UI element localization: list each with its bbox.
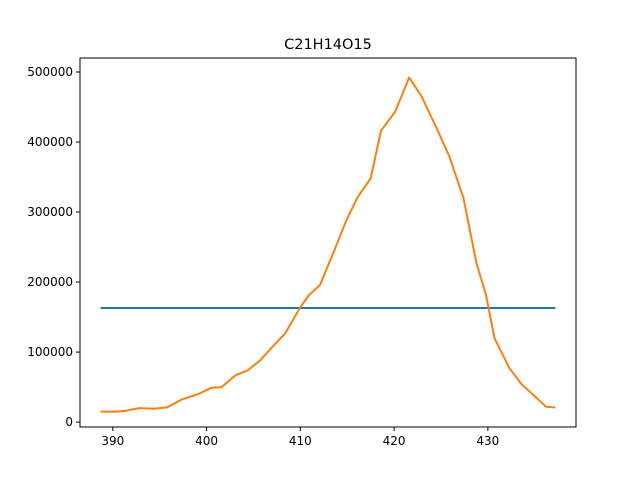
y-tick-label: 400000	[27, 135, 73, 149]
y-axis: 0 100000 200000 300000 400000 500000	[27, 65, 80, 429]
series-line-2	[100, 76, 556, 413]
x-tick-label: 390	[101, 434, 124, 448]
series-layer	[100, 76, 556, 413]
x-tick-label: 420	[383, 434, 406, 448]
y-tick-label: 300000	[27, 205, 73, 219]
x-tick-label: 430	[476, 434, 499, 448]
y-tick-label: 100000	[27, 345, 73, 359]
x-tick-label: 400	[195, 434, 218, 448]
y-tick-label: 200000	[27, 275, 73, 289]
x-tick-label: 410	[289, 434, 312, 448]
y-tick-label: 0	[65, 415, 73, 429]
y-tick-label: 500000	[27, 65, 73, 79]
chart-title: C21H14O15	[284, 37, 372, 53]
x-axis: 390 400 410 420 430	[101, 427, 499, 448]
plot-frame	[79, 57, 577, 428]
